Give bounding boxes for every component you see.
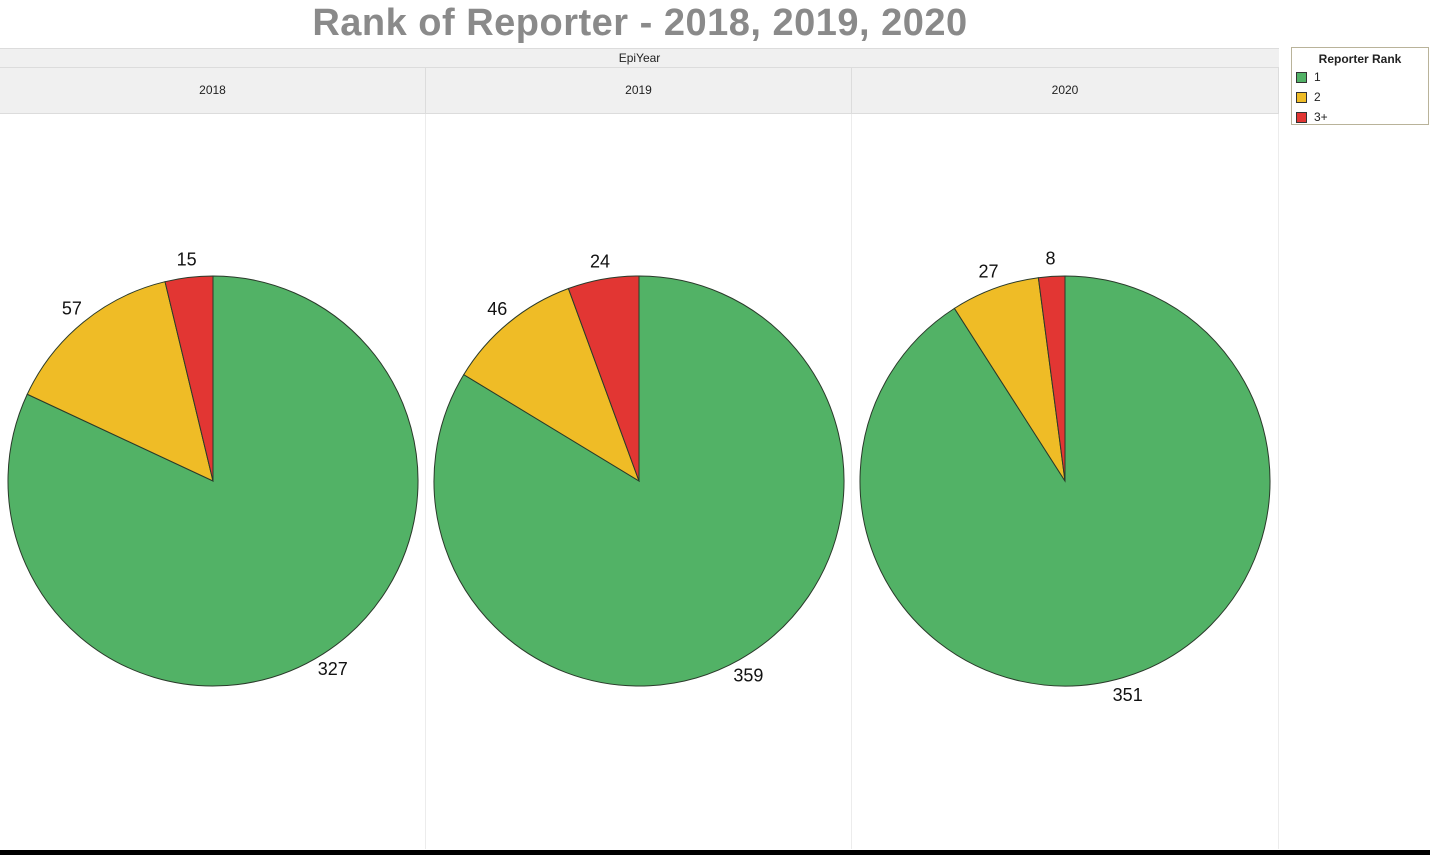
legend-swatch-1 <box>1296 71 1307 83</box>
pie-slice-2020-3plus[interactable] <box>1037 275 1066 482</box>
chart-title: Rank of Reporter - 2018, 2019, 2020 <box>312 2 968 44</box>
legend: Reporter Rank 1 2 3+ <box>1291 47 1429 125</box>
pie-label-2019-2: 46 <box>487 299 507 319</box>
pie-label-2018-1: 327 <box>318 659 348 679</box>
legend-label-3plus: 3+ <box>1314 110 1328 124</box>
pie-label-2018-3plus: 15 <box>177 250 197 270</box>
pie-slice-2019-2[interactable] <box>463 287 640 483</box>
legend-swatch-2 <box>1296 91 1307 103</box>
legend-item-1[interactable]: 1 <box>1292 67 1428 87</box>
pane-2019 <box>426 114 852 849</box>
column-header-epiyear: EpiYear <box>0 48 1279 68</box>
legend-swatch-3plus <box>1296 111 1307 123</box>
year-header-2018: 2018 <box>0 68 426 114</box>
legend-label-1: 1 <box>1314 70 1321 84</box>
year-header-2019: 2019 <box>426 68 852 114</box>
legend-title: Reporter Rank <box>1318 52 1402 66</box>
pie-label-2019-3plus: 24 <box>590 251 610 271</box>
legend-label-2: 2 <box>1314 90 1321 104</box>
pie-label-2020-3plus: 8 <box>1045 249 1055 269</box>
year-header-2020: 2020 <box>852 68 1279 114</box>
plot-area: EpiYear 2018 2019 2020 327 57 15 359 46 24 351… <box>0 48 1279 849</box>
legend-item-2[interactable]: 2 <box>1292 87 1428 107</box>
pane-2020 <box>852 114 1279 849</box>
pie-charts: 327 57 15 359 46 24 351 27 8 <box>7 249 1271 705</box>
legend-item-3plus[interactable]: 3+ <box>1292 107 1428 127</box>
pie-label-2020-1: 351 <box>1113 685 1143 705</box>
pie-slice-2018-2[interactable] <box>26 281 214 482</box>
pie-label-2019-1: 359 <box>733 665 763 685</box>
pie-slice-2019-3plus[interactable] <box>567 275 640 482</box>
bottom-bar <box>0 850 1430 855</box>
pie-slice-2018-3plus[interactable] <box>164 275 214 482</box>
pie-label-2020-2: 27 <box>978 262 998 282</box>
pie-label-2018-2: 57 <box>62 298 82 318</box>
pane-2018 <box>0 114 426 849</box>
